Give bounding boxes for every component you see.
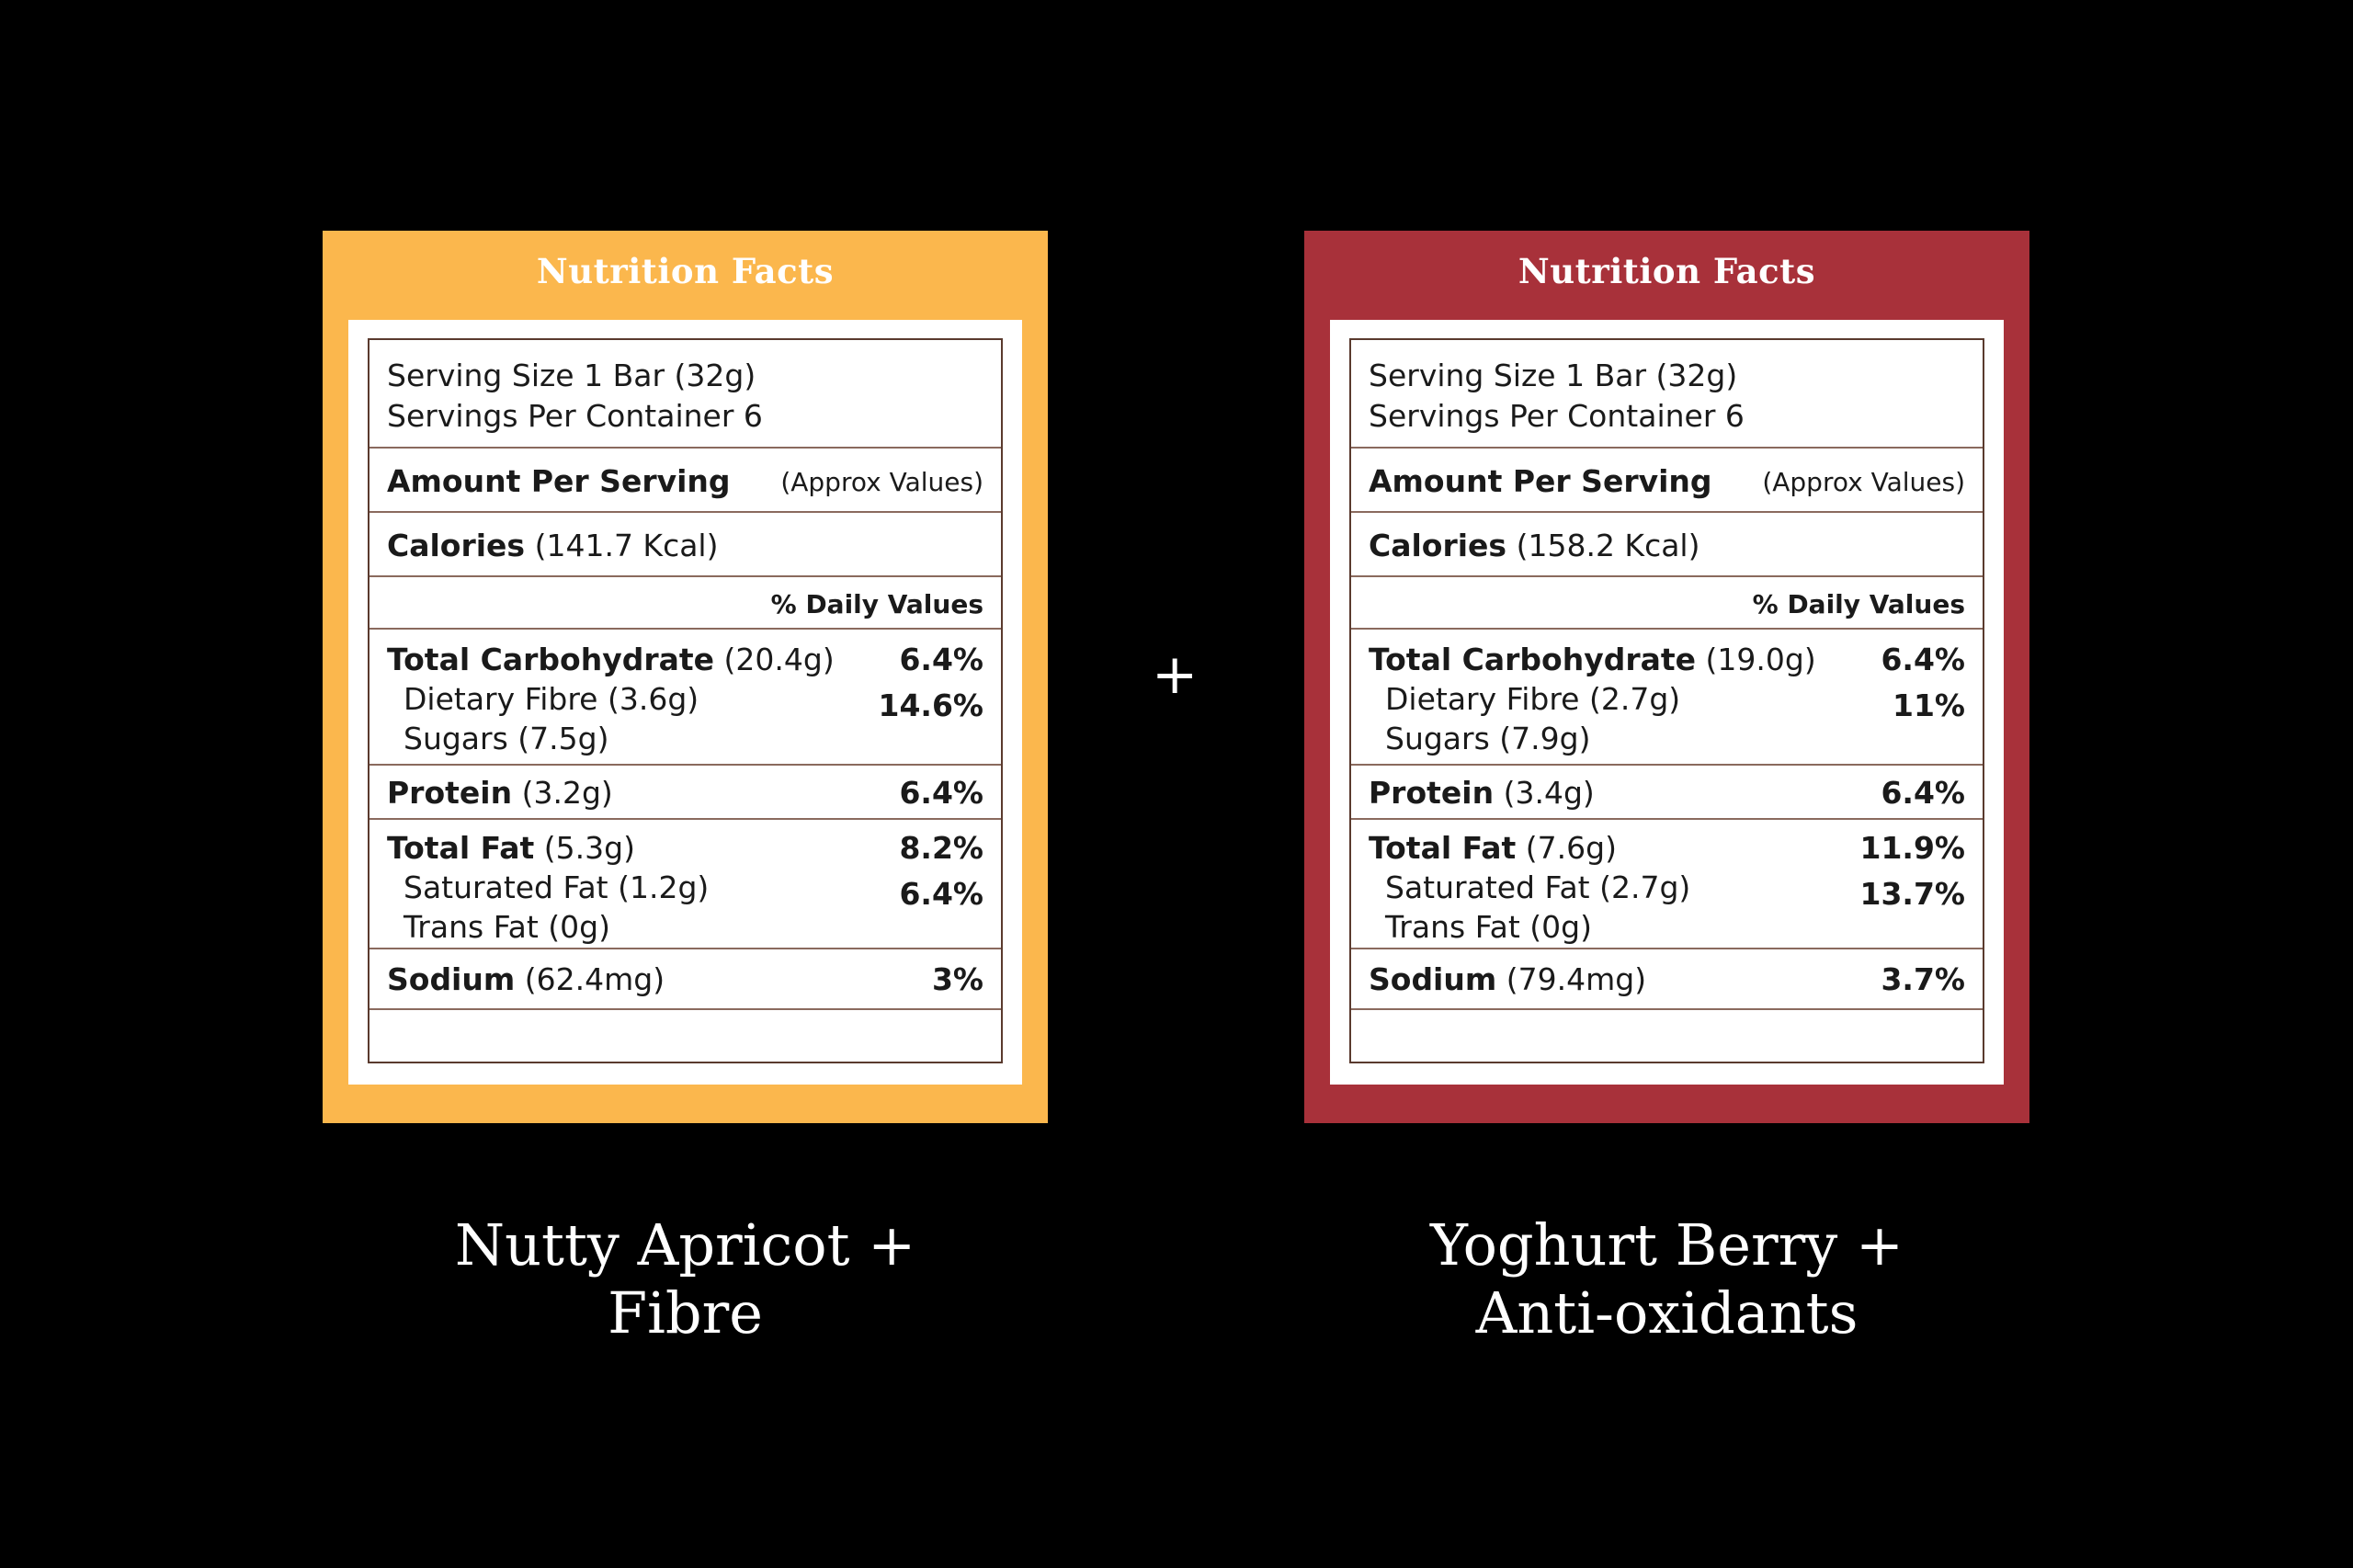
- sodium-amount: (79.4mg): [1506, 961, 1647, 997]
- serving-info-row: Serving Size 1 Bar (32g) Servings Per Co…: [369, 340, 1001, 449]
- trans-fat: Trans Fat (0g): [1385, 909, 1592, 945]
- daily-values-header: % Daily Values: [770, 589, 983, 619]
- carbohydrate-row: Total Carbohydrate (19.0g) 6.4% Dietary …: [1351, 630, 1983, 766]
- protein-dv: 6.4%: [1881, 775, 1965, 811]
- serving-info-row: Serving Size 1 Bar (32g) Servings Per Co…: [1351, 340, 1983, 449]
- dietary-fibre: Dietary Fibre (3.6g): [404, 681, 699, 717]
- fat-amount: (5.3g): [543, 830, 635, 866]
- approx-values: (Approx Values): [1762, 467, 1965, 497]
- servings-per-container: Servings Per Container 6: [387, 398, 763, 434]
- amount-per-serving-row: Amount Per Serving (Approx Values): [369, 449, 1001, 513]
- carb-amount: (19.0g): [1705, 642, 1816, 677]
- nutrition-card-yoghurt-berry: Nutrition Facts Serving Size 1 Bar (32g)…: [1304, 231, 2029, 1123]
- serving-size: Serving Size 1 Bar (32g): [1369, 358, 1738, 393]
- product-caption-yoghurt-berry: Yoghurt Berry + Anti-oxidants: [1304, 1211, 2029, 1347]
- calories-label: Calories: [387, 528, 526, 563]
- fibre-dv: 11%: [1893, 687, 1965, 723]
- sat-fat-dv: 6.4%: [899, 876, 983, 912]
- daily-values-header: % Daily Values: [1752, 589, 1965, 619]
- sodium: Sodium (62.4mg): [387, 964, 665, 994]
- plus-sign: +: [1152, 642, 1199, 707]
- daily-values-header-row: % Daily Values: [1351, 577, 1983, 630]
- fat-label: Total Fat: [387, 830, 535, 866]
- calories: Calories (141.7 Kcal): [387, 530, 718, 561]
- calories-row: Calories (158.2 Kcal): [1351, 513, 1983, 577]
- amount-per-serving: Amount Per Serving: [1369, 463, 1712, 499]
- dietary-fibre: Dietary Fibre (2.7g): [1385, 681, 1681, 717]
- sodium-row: Sodium (79.4mg) 3.7%: [1351, 949, 1983, 1010]
- card-title: Nutrition Facts: [1518, 251, 1816, 291]
- calories-label: Calories: [1369, 528, 1507, 563]
- caption-line-2: Anti-oxidants: [1475, 1279, 1859, 1346]
- protein-amount: (3.4g): [1503, 775, 1595, 811]
- carb-dv: 6.4%: [1881, 642, 1965, 677]
- carb-amount: (20.4g): [723, 642, 835, 677]
- servings-per-container: Servings Per Container 6: [1369, 398, 1745, 434]
- serving-size: Serving Size 1 Bar (32g): [387, 358, 756, 393]
- trans-fat: Trans Fat (0g): [404, 909, 610, 945]
- calories-value: (141.7 Kcal): [534, 528, 719, 563]
- sugars: Sugars (7.5g): [404, 721, 609, 756]
- calories: Calories (158.2 Kcal): [1369, 530, 1699, 561]
- fat-dv: 8.2%: [899, 830, 983, 866]
- approx-values: (Approx Values): [780, 467, 983, 497]
- calories-row: Calories (141.7 Kcal): [369, 513, 1001, 577]
- fibre-dv: 14.6%: [878, 687, 984, 723]
- sodium-dv: 3.7%: [1881, 961, 1965, 997]
- sodium-label: Sodium: [387, 961, 516, 997]
- nutrition-label: Serving Size 1 Bar (32g) Servings Per Co…: [1349, 338, 1984, 1063]
- sodium: Sodium (79.4mg): [1369, 964, 1646, 994]
- carb-label: Total Carbohydrate: [387, 642, 715, 677]
- total-carbohydrate: Total Carbohydrate (20.4g): [387, 644, 835, 675]
- caption-line-1: Yoghurt Berry +: [1430, 1211, 1904, 1278]
- fat-amount: (7.6g): [1525, 830, 1617, 866]
- fat-label: Total Fat: [1369, 830, 1517, 866]
- caption-line-1: Nutty Apricot +: [454, 1211, 916, 1278]
- amount-per-serving: Amount Per Serving: [387, 463, 731, 499]
- card-inner-panel: Serving Size 1 Bar (32g) Servings Per Co…: [348, 320, 1022, 1085]
- sodium-amount: (62.4mg): [524, 961, 665, 997]
- protein-label: Protein: [1369, 775, 1495, 811]
- amount-per-serving-row: Amount Per Serving (Approx Values): [1351, 449, 1983, 513]
- nutrition-label: Serving Size 1 Bar (32g) Servings Per Co…: [368, 338, 1003, 1063]
- fat-row: Total Fat (5.3g) 8.2% Saturated Fat (1.2…: [369, 820, 1001, 949]
- caption-line-2: Fibre: [608, 1279, 763, 1346]
- sugars: Sugars (7.9g): [1385, 721, 1591, 756]
- carb-dv: 6.4%: [899, 642, 983, 677]
- carbohydrate-row: Total Carbohydrate (20.4g) 6.4% Dietary …: [369, 630, 1001, 766]
- total-carbohydrate: Total Carbohydrate (19.0g): [1369, 644, 1816, 675]
- protein-row: Protein (3.2g) 6.4%: [369, 766, 1001, 820]
- fat-dv: 11.9%: [1859, 830, 1966, 866]
- nutrition-card-nutty-apricot: Nutrition Facts Serving Size 1 Bar (32g)…: [323, 231, 1048, 1123]
- card-inner-panel: Serving Size 1 Bar (32g) Servings Per Co…: [1330, 320, 2004, 1085]
- saturated-fat: Saturated Fat (2.7g): [1385, 869, 1691, 905]
- calories-value: (158.2 Kcal): [1516, 528, 1700, 563]
- total-fat: Total Fat (7.6g): [1369, 833, 1617, 863]
- protein-amount: (3.2g): [521, 775, 613, 811]
- protein: Protein (3.4g): [1369, 778, 1595, 808]
- protein-row: Protein (3.4g) 6.4%: [1351, 766, 1983, 820]
- protein-label: Protein: [387, 775, 513, 811]
- saturated-fat: Saturated Fat (1.2g): [404, 869, 710, 905]
- sat-fat-dv: 13.7%: [1859, 876, 1966, 912]
- sodium-dv: 3%: [931, 961, 983, 997]
- protein: Protein (3.2g): [387, 778, 613, 808]
- card-title: Nutrition Facts: [536, 251, 835, 291]
- protein-dv: 6.4%: [899, 775, 983, 811]
- daily-values-header-row: % Daily Values: [369, 577, 1001, 630]
- product-caption-nutty-apricot: Nutty Apricot + Fibre: [323, 1211, 1048, 1347]
- total-fat: Total Fat (5.3g): [387, 833, 635, 863]
- carb-label: Total Carbohydrate: [1369, 642, 1697, 677]
- fat-row: Total Fat (7.6g) 11.9% Saturated Fat (2.…: [1351, 820, 1983, 949]
- sodium-row: Sodium (62.4mg) 3%: [369, 949, 1001, 1010]
- sodium-label: Sodium: [1369, 961, 1497, 997]
